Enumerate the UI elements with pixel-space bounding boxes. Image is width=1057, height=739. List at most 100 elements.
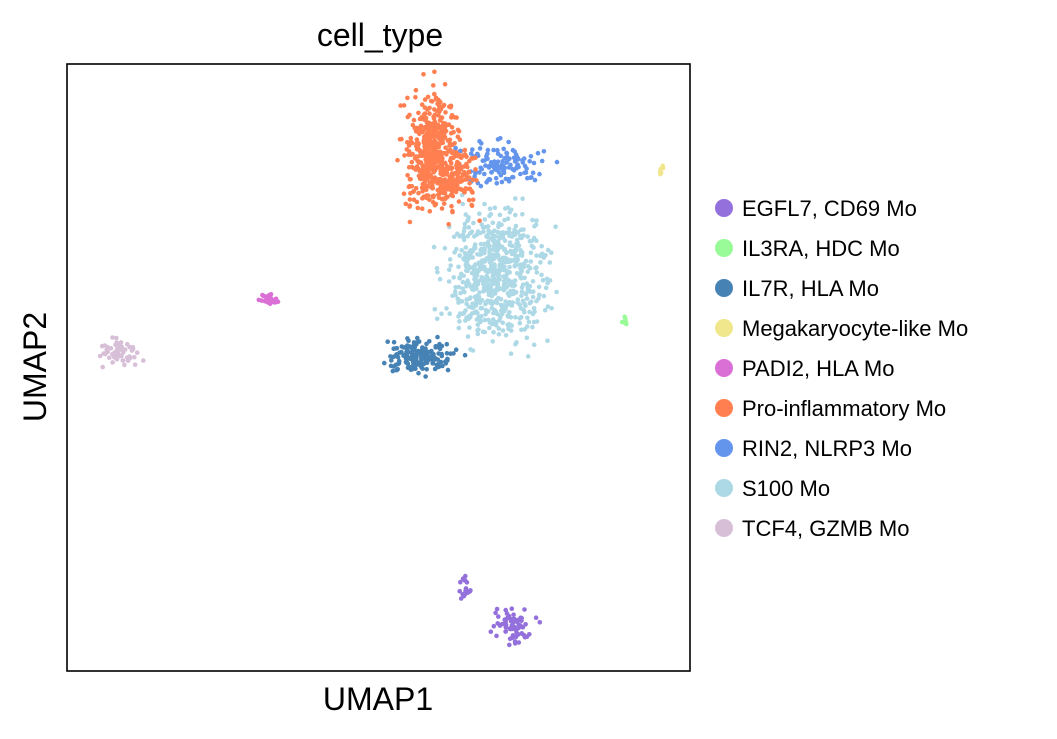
point-s100-mo-0-597 (468, 295, 473, 300)
point-pro-inflammatory-mo-0-506 (442, 123, 448, 129)
point-padi2-hla-mo-0-23 (267, 296, 272, 301)
point-s100-mo-0-140 (513, 223, 519, 229)
point-s100-mo-0-582 (494, 300, 500, 306)
point-pro-inflammatory-mo-0-234 (422, 97, 428, 102)
point-s100-mo-0-109 (432, 307, 438, 312)
point-rin2-nlrp3-mo-0-104 (495, 137, 501, 142)
point-il7r-hla-mo-0-62 (444, 351, 450, 356)
point-pro-inflammatory-mo-0-484 (417, 128, 423, 134)
point-rin2-nlrp3-mo-0-5 (554, 159, 560, 165)
point-egfl7-cd69-mo-1-3 (458, 579, 463, 585)
point-il7r-hla-mo-0-84 (439, 353, 445, 359)
point-pro-inflammatory-mo-1-29 (466, 169, 472, 175)
point-pro-inflammatory-mo-1-16 (442, 177, 448, 182)
point-s100-mo-0-312 (460, 279, 466, 285)
point-s100-mo-0-492 (521, 233, 526, 238)
point-tcf4-gzmb-mo-0-43 (132, 362, 138, 368)
point-s100-mo-0-86 (534, 218, 539, 223)
point-s100-mo-0-579 (487, 260, 493, 265)
point-s100-mo-0-432 (543, 252, 548, 258)
point-s100-mo-0-467 (466, 225, 472, 230)
point-rin2-nlrp3-mo-0-127 (502, 155, 507, 161)
point-rin2-nlrp3-mo-0-52 (477, 146, 483, 151)
point-rin2-nlrp3-mo-0-93 (501, 146, 507, 152)
point-tcf4-gzmb-mo-0-48 (130, 346, 136, 352)
point-s100-mo-0-562 (509, 234, 515, 239)
point-tcf4-gzmb-mo-0-59 (115, 342, 121, 347)
point-pro-inflammatory-mo-0-513 (438, 176, 443, 182)
point-s100-mo-0-314 (527, 288, 532, 294)
point-s100-mo-0-577 (512, 227, 517, 233)
point-il7r-hla-mo-0-148 (415, 349, 420, 355)
point-pro-inflammatory-mo-1-43 (455, 177, 460, 183)
point-s100-mo-0-590 (505, 283, 510, 288)
point-il7r-hla-mo-0-157 (421, 356, 427, 361)
point-pro-inflammatory-mo-0-95 (413, 87, 419, 93)
point-rin2-nlrp3-mo-0-123 (514, 154, 520, 160)
point-rin2-nlrp3-mo-0-115 (527, 159, 532, 164)
point-s100-mo-0-621 (508, 314, 514, 320)
point-s100-mo-0-43 (542, 307, 548, 313)
point-s100-mo-0-485 (437, 276, 443, 282)
point-pro-inflammatory-mo-0-305 (419, 102, 425, 107)
point-s100-mo-0-232 (531, 289, 536, 295)
point-rin2-nlrp3-mo-0-98 (525, 175, 530, 181)
legend-marker-megakaryocyte-like-mo (715, 319, 733, 337)
point-rin2-nlrp3-mo-0-87 (475, 151, 480, 157)
point-tcf4-gzmb-mo-0-23 (110, 360, 115, 365)
point-s100-mo-0-147 (470, 301, 475, 307)
point-rin2-nlrp3-mo-0-37 (531, 160, 537, 166)
point-s100-mo-0-189 (446, 279, 452, 284)
point-tcf4-gzmb-mo-0-53 (107, 355, 112, 361)
point-rin2-nlrp3-mo-0-121 (529, 175, 534, 180)
point-s100-mo-0-514 (457, 275, 462, 281)
point-s100-mo-0-150 (488, 211, 494, 217)
point-pro-inflammatory-mo-0-135 (401, 191, 407, 196)
point-s100-mo-0-589 (502, 286, 507, 292)
point-il7r-hla-mo-0-155 (436, 364, 442, 370)
point-padi2-hla-mo-0-18 (256, 297, 262, 303)
point-s100-mo-0-477 (498, 297, 504, 302)
point-egfl7-cd69-mo-1-16 (460, 576, 466, 581)
point-s100-mo-0-604 (488, 298, 494, 304)
point-egfl7-cd69-mo-0-69 (512, 639, 518, 644)
point-il7r-hla-mo-0-167 (407, 344, 413, 349)
point-rin2-nlrp3-mo-0-36 (510, 174, 515, 180)
point-s100-mo-0-323 (506, 226, 512, 232)
legend-marker-rin2-nlrp3-mo (715, 439, 733, 457)
point-pro-inflammatory-mo-0-379 (421, 72, 426, 77)
point-il7r-hla-mo-0-149 (427, 354, 432, 360)
point-s100-mo-0-556 (474, 309, 479, 314)
point-rin2-nlrp3-mo-0-126 (458, 148, 463, 154)
point-rin2-nlrp3-mo-0-61 (506, 139, 511, 145)
point-il7r-hla-mo-0-141 (401, 353, 406, 358)
point-s100-mo-0-431 (520, 212, 525, 217)
point-s100-mo-0-599 (508, 288, 513, 294)
chart-title: cell_type (317, 17, 443, 53)
point-s100-mo-0-249 (505, 322, 511, 328)
point-pro-inflammatory-mo-0-230 (449, 203, 454, 209)
point-tcf4-gzmb-mo-0-51 (121, 358, 126, 363)
y-axis-label: UMAP2 (17, 312, 53, 422)
point-pro-inflammatory-mo-0-170 (419, 206, 425, 211)
point-pro-inflammatory-mo-0-510 (440, 159, 445, 165)
point-s100-mo-0-574 (497, 235, 502, 240)
point-rin2-nlrp3-mo-0-51 (495, 147, 500, 153)
point-s100-mo-0-439 (539, 251, 545, 257)
point-il7r-hla-mo-0-164 (401, 345, 407, 350)
point-s100-mo-0-415 (475, 252, 480, 257)
point-s100-mo-0-266 (524, 335, 530, 341)
point-s100-mo-0-78 (520, 282, 526, 288)
point-s100-mo-0-490 (545, 304, 551, 309)
point-pro-inflammatory-mo-0-478 (432, 152, 438, 157)
point-s100-mo-0-286 (537, 292, 542, 298)
point-pro-inflammatory-mo-0-519 (425, 123, 431, 128)
point-pro-inflammatory-mo-1-77 (457, 154, 463, 159)
point-pro-inflammatory-mo-0-515 (447, 165, 452, 170)
point-pro-inflammatory-mo-0-345 (430, 195, 436, 200)
point-pro-inflammatory-mo-1-81 (454, 166, 460, 171)
point-pro-inflammatory-mo-1-56 (462, 189, 467, 195)
point-s100-mo-0-310 (510, 243, 515, 249)
point-il3ra-hdc-mo-0-3 (619, 319, 625, 325)
point-s100-mo-0-162 (478, 241, 484, 247)
